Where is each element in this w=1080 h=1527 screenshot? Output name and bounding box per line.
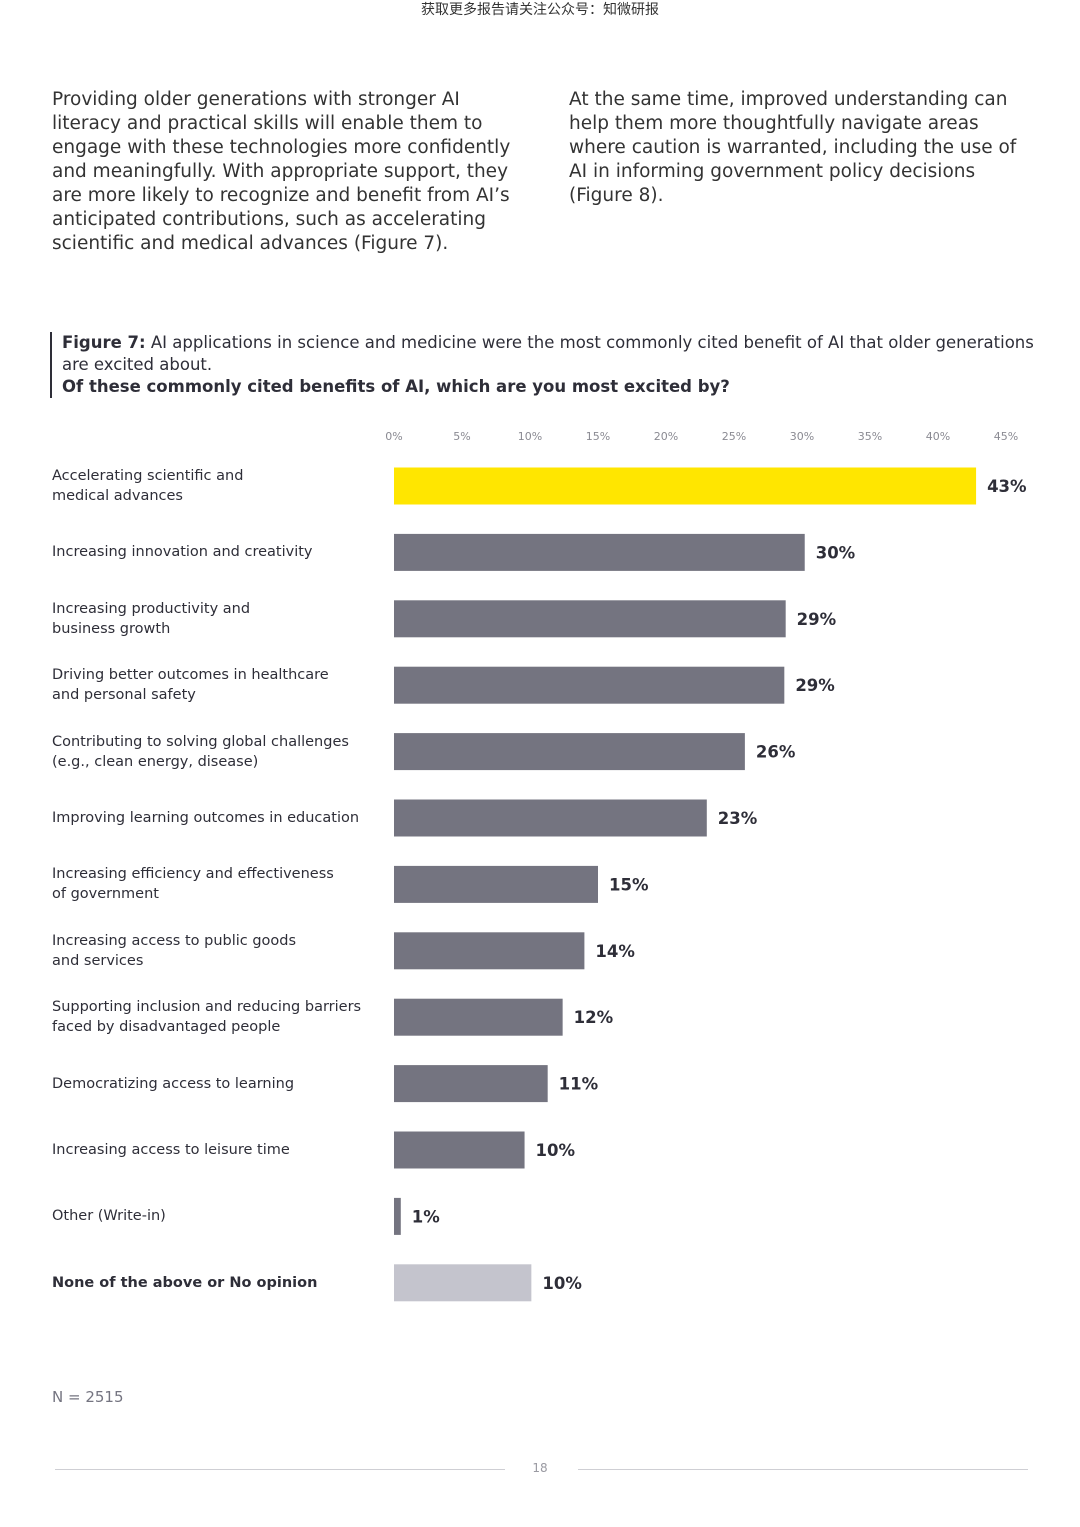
bar — [394, 998, 563, 1036]
x-tick-label: 40% — [926, 430, 950, 443]
bar-value-label: 43% — [987, 477, 1027, 496]
category-label: Democratizing access to learning — [52, 1074, 382, 1094]
bar-value-label: 23% — [718, 809, 758, 828]
x-tick-label: 25% — [722, 430, 746, 443]
x-tick-label: 45% — [994, 430, 1018, 443]
bar — [394, 1065, 548, 1103]
intro-paragraph-right: At the same time, improved understanding… — [569, 89, 1017, 206]
category-label-line: (e.g., clean energy, disease) — [52, 753, 259, 770]
bar — [394, 733, 745, 771]
category-label-line: Increasing access to public goods — [52, 932, 297, 949]
page-footer: 18 — [0, 1460, 1080, 1480]
intro-paragraph-left: Providing older generations with stronge… — [52, 89, 511, 254]
category-label: Accelerating scientific and medical advan… — [52, 466, 382, 506]
category-label: Increasing efficiency and effectiveness o… — [52, 864, 382, 904]
bar — [394, 467, 977, 505]
category-label: Supporting inclusion and reducing barrie… — [52, 997, 382, 1037]
category-label-line: medical advances — [52, 488, 183, 504]
x-tick-label: 10% — [518, 430, 542, 443]
page-number: 18 — [532, 1461, 548, 1475]
bar-value-label: 15% — [609, 875, 649, 894]
category-label-line: Increasing productivity and — [52, 600, 251, 617]
sample-size: N = 2515 — [52, 1388, 124, 1406]
category-label: Contributing to solving global challenge… — [52, 732, 382, 772]
bar — [394, 600, 786, 638]
category-label-line: Contributing to solving global challenge… — [52, 733, 349, 750]
category-label-line: of government — [52, 886, 159, 903]
category-label-line: Increasing efficiency and effectiveness — [52, 866, 334, 883]
x-tick-label: 20% — [654, 430, 678, 443]
bar — [394, 1264, 532, 1302]
bar — [394, 1131, 525, 1169]
figure-caption-text: AI applications in science and medicine … — [62, 333, 1034, 374]
category-label: Increasing access to leisure time — [52, 1140, 382, 1160]
bar-value-label: 14% — [595, 942, 635, 961]
bar — [394, 1197, 401, 1235]
figure-question: Of these commonly cited benefits of AI, … — [62, 377, 730, 396]
category-label-line: Accelerating scientific and — [52, 468, 244, 484]
figure-label: Figure 7: — [62, 333, 146, 352]
category-label-line: and personal safety — [52, 687, 196, 704]
bar-chart-svg: 0% 5% 10% 15% 20% 25% 30% 35% 40% 45% 43% 30% 29% 29%… — [385, 430, 1027, 1302]
bar-value-label: 29% — [797, 610, 837, 629]
figure-caption: Figure 7: AI applications in science and… — [50, 332, 1035, 398]
bar-value-label: 26% — [756, 743, 796, 762]
bar-value-label: 11% — [559, 1075, 599, 1094]
bar — [394, 932, 585, 970]
category-label-line: Democratizing access to learning — [52, 1075, 295, 1092]
x-tick-label: 5% — [453, 430, 470, 443]
x-tick-label: 30% — [790, 430, 814, 443]
category-label-line: Driving better outcomes in healthcare — [52, 667, 329, 684]
promo-banner: 获取更多报告请关注公众号：知微研报 — [421, 2, 659, 18]
category-label: Other (Write-in) — [52, 1206, 382, 1226]
category-label-line: Increasing innovation and creativity — [52, 544, 313, 561]
category-label: Increasing innovation and creativity — [52, 542, 382, 562]
category-label-line: business growth — [52, 620, 171, 637]
bar-value-label: 29% — [795, 676, 835, 695]
category-label: Improving learning outcomes in education — [52, 808, 382, 828]
category-label: None of the above or No opinion — [52, 1273, 382, 1293]
bar-value-label: 10% — [542, 1274, 582, 1293]
x-tick-label: 35% — [858, 430, 882, 443]
bar — [394, 533, 805, 571]
category-label: Increasing access to public goods and ser… — [52, 931, 382, 971]
category-label-line: Supporting inclusion and reducing barrie… — [52, 999, 362, 1016]
footer-rule-right — [578, 1469, 1028, 1470]
category-label: Increasing productivity and business grow… — [52, 599, 382, 639]
bar-chart: 0% 5% 10% 15% 20% 25% 30% 35% 40% 45% 43% 30% 29% 29%… — [0, 420, 1080, 1320]
category-label-line: Improving learning outcomes in education — [52, 810, 360, 826]
category-label-line: Other (Write-in) — [52, 1208, 166, 1225]
category-label-line: and services — [52, 952, 144, 969]
x-tick-label: 15% — [586, 430, 610, 443]
bar-value-label: 12% — [574, 1008, 614, 1027]
category-label-line: Increasing access to leisure time — [52, 1142, 290, 1158]
bar-value-label: 30% — [816, 543, 856, 562]
category-label-line: faced by disadvantaged people — [52, 1019, 281, 1036]
footer-rule-left — [55, 1469, 505, 1470]
category-label-line: None of the above or No opinion — [52, 1274, 318, 1291]
x-tick-label: 0% — [385, 430, 402, 443]
bar-value-label: 1% — [412, 1207, 440, 1226]
bar — [394, 799, 707, 837]
category-label: Driving better outcomes in healthcare and… — [52, 665, 382, 705]
bar — [394, 865, 598, 903]
bar-value-label: 10% — [536, 1141, 576, 1160]
bar — [394, 666, 785, 704]
